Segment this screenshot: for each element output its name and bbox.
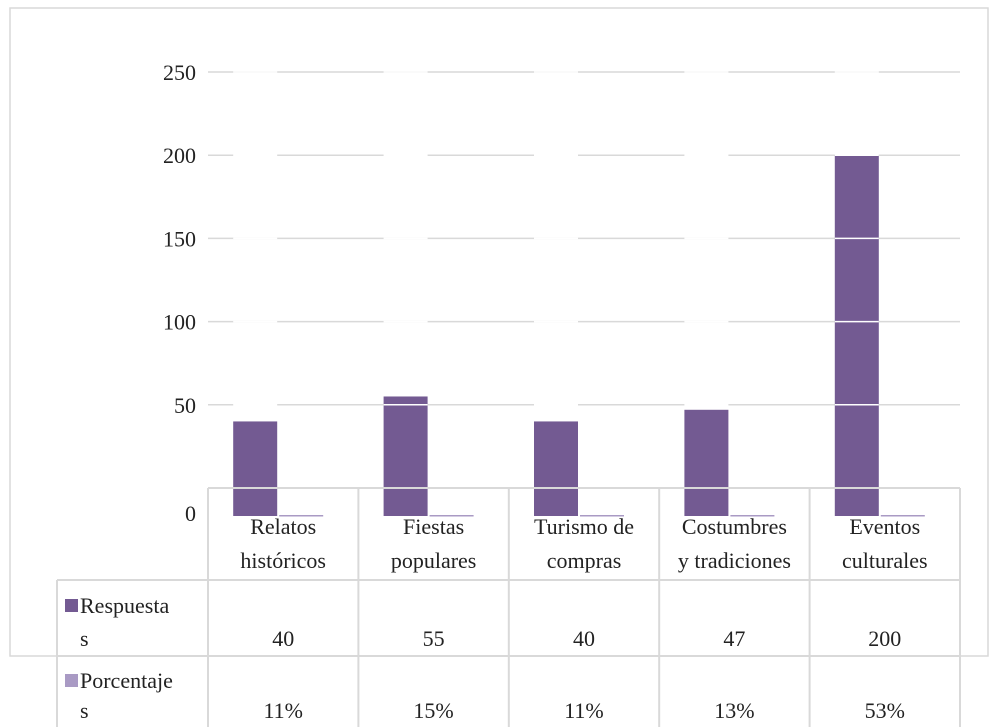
- legend-key: [65, 599, 78, 612]
- y-tick-label: 0: [185, 501, 196, 526]
- bar-porcentajes: [429, 515, 474, 517]
- bar-respuestas: [534, 421, 578, 516]
- series-name: Respuesta: [80, 593, 169, 618]
- category-label: Relatos: [250, 514, 316, 539]
- table-value: 11%: [564, 698, 604, 723]
- category-label: compras: [547, 548, 622, 573]
- legend-key: [65, 674, 78, 687]
- series-name: s: [80, 626, 89, 651]
- table-value: 40: [573, 626, 595, 651]
- labels: 0 50 100 150 200 250 Relatos históricos Fiestas p…: [65, 60, 928, 723]
- bar-porcentajes: [730, 515, 775, 517]
- bar-respuestas: [684, 409, 729, 516]
- data-table: [56, 487, 961, 727]
- bar-porcentajes: [279, 515, 324, 517]
- bar-respuestas: [233, 421, 278, 516]
- category-label: Eventos: [849, 514, 920, 539]
- table-value: 13%: [714, 698, 754, 723]
- y-tick-label: 50: [174, 393, 196, 418]
- category-label: Costumbres: [682, 514, 787, 539]
- table-value: 200: [868, 626, 901, 651]
- bar-porcentajes: [880, 515, 925, 517]
- bar-respuestas: [383, 396, 428, 516]
- y-tick-label: 150: [163, 226, 196, 251]
- category-label: Turismo de: [534, 514, 634, 539]
- table-value: 53%: [865, 698, 905, 723]
- table-value: 47: [723, 626, 745, 651]
- bar-porcentajes: [580, 515, 624, 517]
- y-tick-label: 100: [163, 310, 196, 335]
- category-label: populares: [391, 548, 477, 573]
- table-value: 40: [272, 626, 294, 651]
- table-value: 11%: [263, 698, 303, 723]
- table-value: 55: [423, 626, 445, 651]
- category-label: culturales: [842, 548, 928, 573]
- category-label: Fiestas: [403, 514, 464, 539]
- series-name: Porcentaje: [80, 668, 173, 693]
- bars: [233, 71, 925, 517]
- category-label: y tradiciones: [678, 548, 791, 573]
- series-name: s: [80, 698, 89, 723]
- category-label: históricos: [240, 548, 326, 573]
- y-tick-label: 250: [163, 60, 196, 85]
- bar-respuestas: [834, 155, 879, 516]
- gridlines: [208, 71, 960, 406]
- table-value: 15%: [413, 698, 453, 723]
- y-tick-label: 200: [163, 143, 196, 168]
